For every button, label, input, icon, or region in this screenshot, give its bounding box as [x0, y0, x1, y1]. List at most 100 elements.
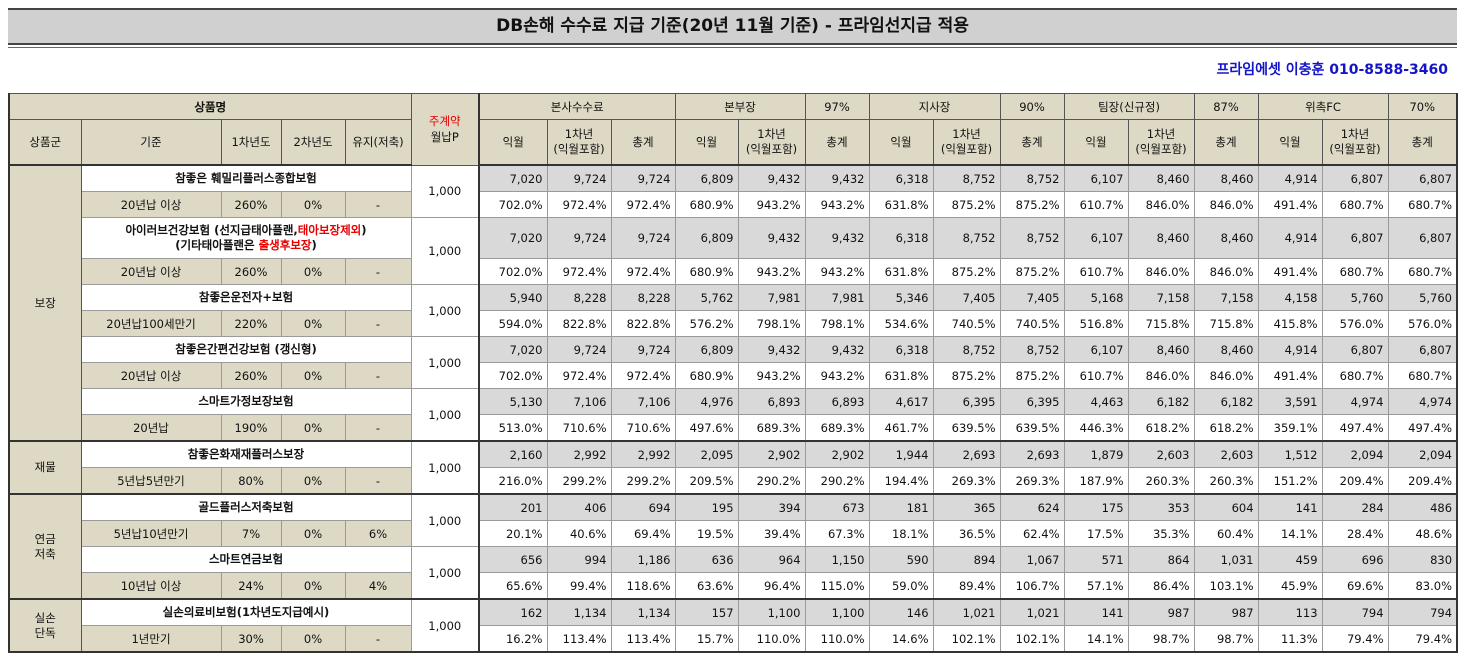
- table-row: 연금 저축 골드플러스저축보험 1,000 201 406 694 195 394 673 181…: [8, 493, 1459, 600]
- amount-cell: 7,158: [1127, 284, 1195, 311]
- product-name: 아이러브건강보험 (선지급태아플랜,태아보장제외) (기타태아플랜은 출생후보장): [80, 217, 412, 259]
- rate-cell: 846.0%: [1193, 258, 1259, 285]
- rate-cell: 16.2%: [478, 625, 548, 653]
- amount-cell: 1,944: [868, 440, 934, 468]
- rate-cell: 35.3%: [1127, 520, 1195, 547]
- rate-cell: 576.0%: [1321, 310, 1389, 337]
- amount-cell: 5,130: [478, 388, 548, 415]
- rate-cell: 875.2%: [932, 191, 1001, 218]
- rate-cell: 943.2%: [737, 362, 806, 389]
- year1-cell: 260%: [220, 191, 282, 218]
- amount-cell: 157: [674, 598, 739, 626]
- amount-cell: 2,992: [610, 440, 676, 468]
- rate-cell: 209.4%: [1321, 467, 1389, 495]
- rate-cell: 96.4%: [737, 572, 806, 600]
- sub-total: 총계: [610, 119, 676, 166]
- rate-cell: 15.7%: [674, 625, 739, 653]
- amount-cell: 4,976: [674, 388, 739, 415]
- rate-cell: 822.8%: [610, 310, 676, 337]
- amount-cell: 2,902: [737, 440, 806, 468]
- amount-cell: 9,724: [610, 164, 676, 192]
- amount-cell: 4,974: [1387, 388, 1459, 415]
- rate-cell: 67.3%: [804, 520, 870, 547]
- amount-cell: 2,992: [546, 440, 612, 468]
- amount-cell: 6,807: [1387, 336, 1459, 363]
- monthly-premium: 1,000: [410, 217, 480, 285]
- table-row: 참좋은간편건강보험 (갱신형) 1,000 7,020 9,724 9,724 6,809…: [9, 336, 1459, 389]
- rate-cell: 40.6%: [546, 520, 612, 547]
- sub-first-year: 1차년 (익월포함): [1127, 119, 1195, 166]
- amount-cell: 1,512: [1257, 440, 1323, 468]
- product-name-part: (기타태아플랜은: [175, 238, 259, 252]
- year2-cell: 0%: [280, 258, 346, 285]
- rate-cell: 680.7%: [1321, 258, 1389, 285]
- amount-cell: 604: [1193, 493, 1259, 521]
- rate-cell: 702.0%: [478, 258, 548, 285]
- amount-cell: 571: [1063, 546, 1129, 573]
- amount-cell: 3,591: [1257, 388, 1323, 415]
- amount-cell: 4,617: [868, 388, 934, 415]
- rate-cell: 576.2%: [674, 310, 739, 337]
- amount-cell: 7,106: [546, 388, 612, 415]
- rate-cell: 618.2%: [1127, 414, 1195, 442]
- amount-cell: 794: [1321, 598, 1389, 626]
- amount-cell: 1,021: [932, 598, 1001, 626]
- rate-cell: 972.4%: [610, 258, 676, 285]
- rate-cell: 461.7%: [868, 414, 934, 442]
- product-name: 스마트가정보장보험: [80, 388, 412, 415]
- criteria-cell: 20년납: [80, 414, 222, 442]
- amount-cell: 113: [1257, 598, 1323, 626]
- rate-cell: 60.4%: [1193, 520, 1259, 547]
- amount-cell: 6,893: [804, 388, 870, 415]
- year1-cell: 30%: [220, 625, 282, 653]
- rate-cell: 491.4%: [1257, 191, 1323, 218]
- amount-cell: 365: [932, 493, 1001, 521]
- amount-cell: 8,228: [610, 284, 676, 311]
- product-name: 골드플러스저축보험: [80, 493, 412, 521]
- rate-cell: 715.8%: [1127, 310, 1195, 337]
- amount-cell: 8,460: [1127, 336, 1195, 363]
- table-row: 20년납 이상 260% 0% -702.0% 972.4% 972.4% 680.9% 94…: [9, 362, 1459, 389]
- amount-cell: 636: [674, 546, 739, 573]
- criteria-cell: 5년납5년만기: [80, 467, 222, 495]
- rate-cell: 631.8%: [868, 191, 934, 218]
- year2-cell: 0%: [280, 467, 346, 495]
- rate-cell: 715.8%: [1193, 310, 1259, 337]
- amount-cell: 5,762: [674, 284, 739, 311]
- header-row-1: 상품명 주계약 월납P 본사수수료 본부장 97% 지사장 90% 팀장(신규정) 87% 위촉FC…: [8, 93, 1459, 166]
- block-header-0: 본사수수료: [478, 93, 676, 120]
- rate-cell: 846.0%: [1127, 191, 1195, 218]
- rate-cell: 14.6%: [868, 625, 934, 653]
- table-row: 실손 단독 실손의료비보험(1차년도지급예시) 1,000 162 1,134 1,134…: [8, 598, 1459, 653]
- amount-cell: 6,807: [1321, 164, 1389, 192]
- amount-cell: 4,914: [1257, 164, 1323, 192]
- product-name-part: 아이러브건강보험 (선지급태아플랜,: [125, 223, 298, 237]
- rate-cell: 639.5%: [932, 414, 1001, 442]
- amount-cell: 9,724: [610, 217, 676, 259]
- amount-cell: 964: [737, 546, 806, 573]
- amount-cell: 7,981: [804, 284, 870, 311]
- amount-cell: 175: [1063, 493, 1129, 521]
- amount-cell: 9,432: [804, 217, 870, 259]
- criteria-cell: 5년납10년만기: [80, 520, 222, 547]
- rate-cell: 99.4%: [546, 572, 612, 600]
- amount-cell: 1,021: [999, 598, 1065, 626]
- rate-cell: 822.8%: [546, 310, 612, 337]
- sub-total: 총계: [804, 119, 870, 166]
- block-header-3: 팀장(신규정): [1063, 93, 1195, 120]
- page-title: DB손해 수수료 지급 기준(20년 11월 기준) - 프라임선지급 적용: [8, 8, 1457, 45]
- maintain-cell: -: [344, 467, 412, 495]
- rate-cell: 151.2%: [1257, 467, 1323, 495]
- criteria-cell: 1년만기: [80, 625, 222, 653]
- rate-cell: 610.7%: [1063, 362, 1129, 389]
- rate-cell: 110.0%: [804, 625, 870, 653]
- amount-cell: 590: [868, 546, 934, 573]
- rate-cell: 290.2%: [804, 467, 870, 495]
- amount-cell: 7,106: [610, 388, 676, 415]
- amount-cell: 1,100: [737, 598, 806, 626]
- rate-cell: 299.2%: [610, 467, 676, 495]
- block-rate-1: 97%: [804, 93, 870, 120]
- rate-cell: 846.0%: [1127, 362, 1195, 389]
- rate-cell: 110.0%: [737, 625, 806, 653]
- rate-cell: 115.0%: [804, 572, 870, 600]
